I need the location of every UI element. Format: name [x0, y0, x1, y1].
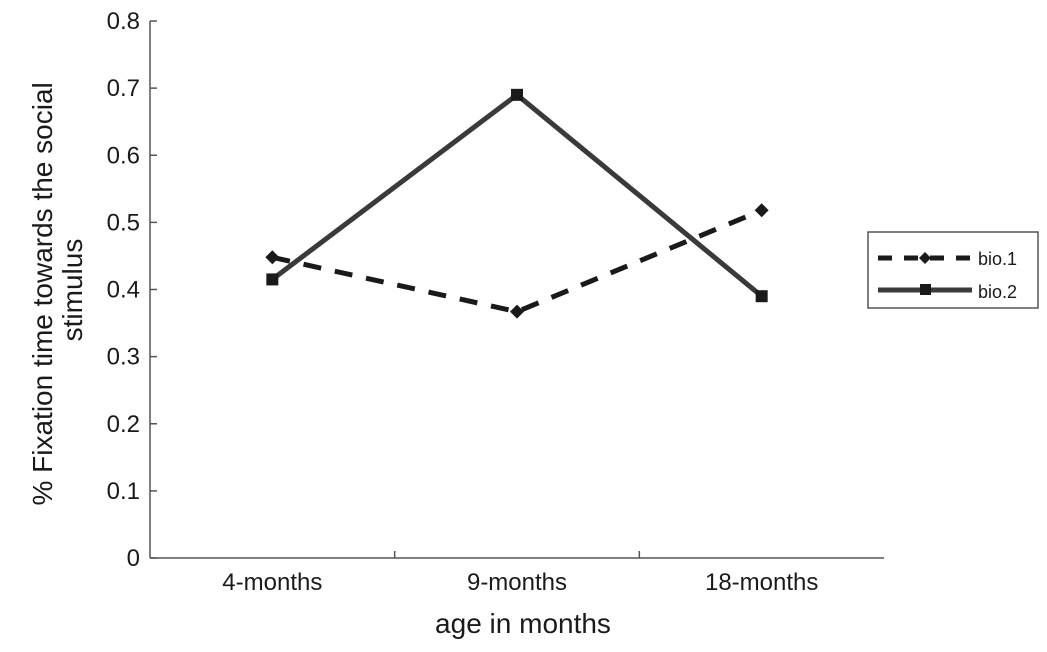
series-layer — [265, 88, 769, 319]
y-tick-label: 0 — [127, 545, 140, 572]
x-tick-label: 4-months — [222, 569, 322, 596]
data-point-bio-1 — [510, 304, 524, 319]
y-axis-title: % Fixation time towards the social stimu… — [27, 74, 88, 505]
x-axis-title: age in months — [435, 608, 611, 639]
legend-marker-bio-1 — [919, 252, 931, 264]
y-axis-title-line-2: stimulus — [57, 239, 88, 342]
y-tick-label: 0.3 — [107, 344, 140, 371]
y-tick-label: 0.1 — [107, 478, 140, 505]
legend: bio.1 bio.2 — [867, 231, 1039, 309]
data-point-bio-1 — [265, 250, 280, 265]
y-tick-label: 0.7 — [107, 75, 140, 102]
axes: 0 0.1 0.2 0.3 0.4 0.5 0.6 0.7 0.8 4-months 9-month… — [107, 8, 884, 596]
x-tick-label: 9-months — [467, 569, 567, 596]
legend-marker-bio-2 — [920, 284, 931, 295]
legend-box — [867, 231, 1039, 309]
y-axis-title-line-1: % Fixation time towards the social — [27, 82, 58, 505]
x-tick-label: 18-months — [705, 569, 818, 596]
data-point-bio-2 — [511, 88, 523, 101]
legend-label-bio-2: bio.2 — [978, 282, 1017, 302]
y-tick-label: 0.5 — [107, 209, 140, 236]
data-point-bio-2 — [755, 290, 768, 303]
y-tick-label: 0.8 — [107, 8, 140, 35]
y-tick-label: 0.4 — [107, 277, 140, 304]
series-line-bio-2 — [270, 92, 764, 299]
y-tick-label: 0.6 — [107, 142, 140, 169]
series-line-bio-1 — [271, 207, 763, 315]
y-tick-label: 0.2 — [107, 411, 140, 438]
data-point-bio-2 — [266, 273, 279, 286]
legend-label-bio-1: bio.1 — [978, 249, 1017, 269]
data-point-bio-1 — [754, 203, 769, 218]
